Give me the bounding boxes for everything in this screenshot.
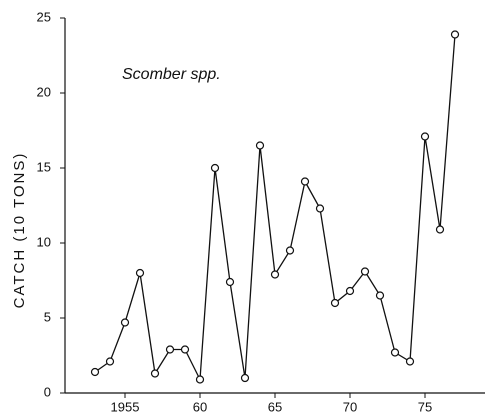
point — [360, 267, 370, 276]
point — [225, 277, 235, 287]
chart-title: Scomber spp. — [122, 66, 221, 83]
point — [375, 291, 385, 300]
y-tick-label: 15 — [37, 159, 51, 174]
point — [150, 369, 160, 378]
y-axis-label: CATCH (10 TONS) — [11, 152, 28, 309]
point — [120, 318, 130, 327]
point — [195, 375, 205, 384]
x-tick-label: 1955 — [111, 399, 140, 414]
line — [94, 34, 456, 382]
x-tick-label: 70 — [343, 399, 357, 414]
point — [315, 204, 325, 213]
point — [180, 345, 190, 354]
x-tick-label: 75 — [418, 399, 432, 414]
point — [90, 367, 100, 377]
point — [300, 177, 310, 186]
point — [405, 357, 415, 366]
y-tick-label: 5 — [44, 309, 51, 324]
point — [420, 132, 430, 141]
point — [240, 373, 250, 383]
y-tick-label: 10 — [37, 234, 51, 249]
point — [135, 268, 145, 278]
point — [330, 298, 340, 308]
y-tick-label: 0 — [44, 384, 51, 399]
y-tick-label: 25 — [37, 9, 51, 24]
point — [435, 225, 445, 234]
x-tick-label: 60 — [193, 399, 207, 414]
point — [285, 246, 295, 255]
point — [165, 345, 175, 354]
y-tick-label: 20 — [37, 84, 51, 99]
x-tick-label: 65 — [268, 399, 282, 414]
point — [210, 163, 220, 173]
point — [255, 141, 265, 150]
point — [270, 270, 280, 279]
point — [105, 357, 115, 366]
point — [345, 286, 355, 296]
point — [450, 30, 460, 39]
point — [390, 348, 400, 357]
